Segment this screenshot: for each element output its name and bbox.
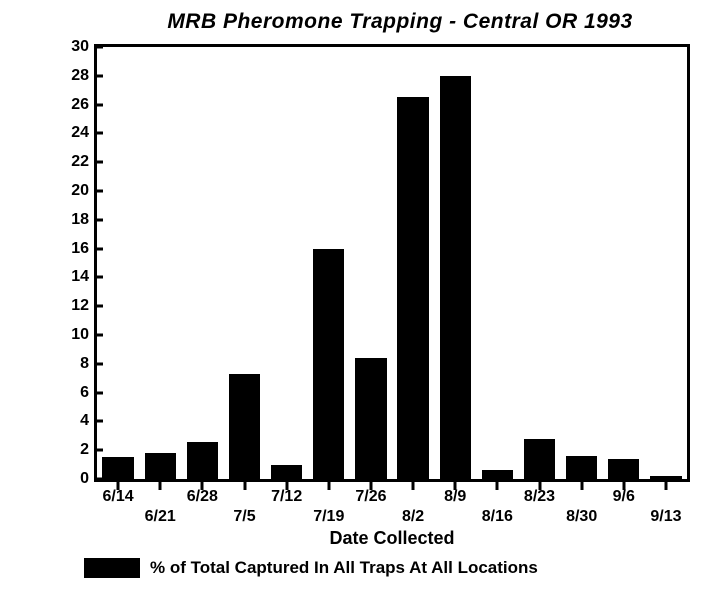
bar — [313, 249, 344, 479]
ytick-label: 20 — [71, 182, 97, 200]
xtick-mark — [412, 479, 415, 490]
ytick-label: 2 — [80, 441, 97, 459]
xtick-label: 8/16 — [482, 508, 513, 526]
xtick-mark — [580, 479, 583, 490]
xtick-mark — [327, 479, 330, 490]
xtick-label: 7/5 — [233, 508, 255, 526]
ytick-label: 0 — [80, 470, 97, 488]
bar — [440, 76, 471, 479]
xtick-label: 9/6 — [613, 488, 635, 506]
ytick-label: 6 — [80, 384, 97, 402]
xtick-label: 6/28 — [187, 488, 218, 506]
ytick-label: 30 — [71, 38, 97, 56]
xtick-label: 8/9 — [444, 488, 466, 506]
ytick-label: 12 — [71, 297, 97, 315]
bar — [102, 457, 133, 479]
bars-layer — [97, 47, 687, 479]
bar — [229, 374, 260, 479]
legend-text: % of Total Captured In All Traps At All … — [150, 558, 538, 578]
bar — [271, 465, 302, 479]
xtick-mark — [243, 479, 246, 490]
ytick-label: 8 — [80, 355, 97, 373]
bar — [482, 470, 513, 479]
ytick-label: 28 — [71, 67, 97, 85]
xtick-label: 8/30 — [566, 508, 597, 526]
bar — [566, 456, 597, 479]
ytick-label: 18 — [71, 211, 97, 229]
chart-title: MRB Pheromone Trapping - Central OR 1993 — [110, 10, 690, 34]
ytick-label: 10 — [71, 326, 97, 344]
bar — [187, 442, 218, 479]
chart-container: MRB Pheromone Trapping - Central OR 1993… — [0, 0, 710, 592]
xtick-label: 7/26 — [355, 488, 386, 506]
ytick-label: 14 — [71, 268, 97, 286]
xtick-label: 8/23 — [524, 488, 555, 506]
xtick-label: 7/19 — [313, 508, 344, 526]
legend-swatch — [84, 558, 140, 578]
xtick-mark — [496, 479, 499, 490]
ytick-label: 16 — [71, 240, 97, 258]
x-axis-label: Date Collected — [94, 528, 690, 549]
bar — [397, 97, 428, 479]
plot-area: 0246810121416182022242628306/146/216/287… — [94, 44, 690, 482]
ytick-label: 26 — [71, 96, 97, 114]
xtick-mark — [664, 479, 667, 490]
xtick-label: 6/21 — [145, 508, 176, 526]
xtick-label: 7/12 — [271, 488, 302, 506]
xtick-label: 9/13 — [650, 508, 681, 526]
xtick-label: 6/14 — [102, 488, 133, 506]
ytick-label: 24 — [71, 124, 97, 142]
ytick-label: 4 — [80, 412, 97, 430]
bar — [608, 459, 639, 479]
xtick-label: 8/2 — [402, 508, 424, 526]
bar — [524, 439, 555, 479]
ytick-label: 22 — [71, 153, 97, 171]
bar — [145, 453, 176, 479]
legend: % of Total Captured In All Traps At All … — [84, 558, 538, 578]
bar — [355, 358, 386, 479]
xtick-mark — [159, 479, 162, 490]
